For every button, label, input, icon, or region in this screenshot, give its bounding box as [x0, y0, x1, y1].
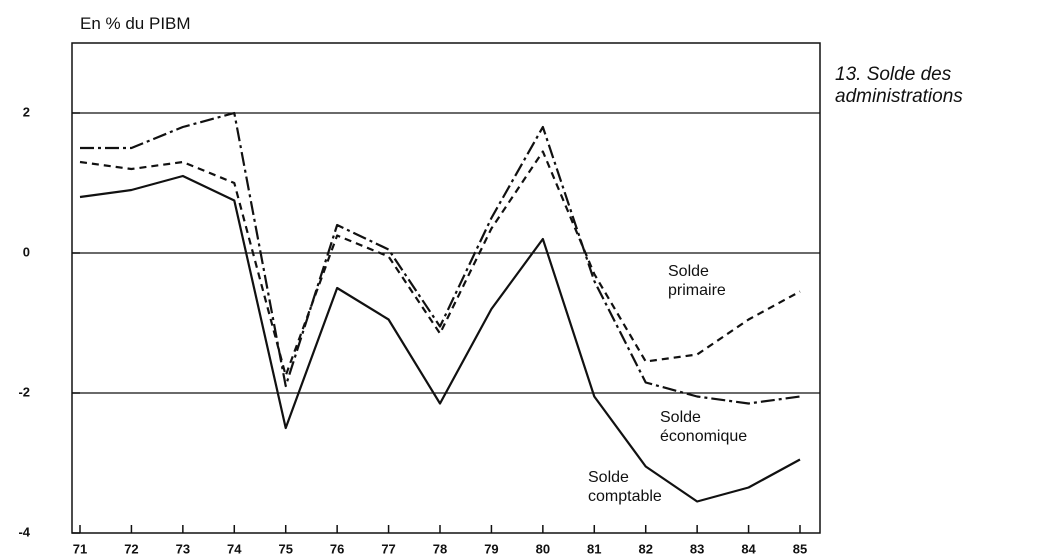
x-tick-label: 74 — [227, 541, 242, 556]
x-tick-label: 81 — [587, 541, 601, 556]
series-line — [79, 150, 801, 377]
x-tick-label: 85 — [793, 541, 807, 556]
x-tick-label: 79 — [484, 541, 498, 556]
y-tick-label: -2 — [18, 384, 30, 399]
x-tick-label: 82 — [638, 541, 652, 556]
series-label: Solde comptable — [588, 469, 662, 505]
y-tick-label: 2 — [23, 104, 30, 119]
plot-frame — [71, 42, 821, 534]
y-tick-label: 0 — [23, 244, 30, 259]
x-tick-label: 73 — [176, 541, 190, 556]
x-tick-label: 71 — [73, 541, 87, 556]
x-tick-label: 72 — [124, 541, 138, 556]
x-tick-label: 84 — [741, 541, 756, 556]
x-tick-label: 76 — [330, 541, 344, 556]
series-line — [80, 111, 801, 405]
x-tick-label: 78 — [433, 541, 447, 556]
series-label: Solde primaire — [668, 263, 726, 299]
y-axis-label: En % du PIBM — [80, 14, 191, 33]
x-tick-label: 80 — [536, 541, 550, 556]
x-tick-label: 83 — [690, 541, 704, 556]
x-tick-label: 77 — [381, 541, 395, 556]
chart-title: 13. Solde des administrations — [835, 64, 963, 107]
series-label: Solde économique — [660, 409, 748, 445]
y-tick-label: -4 — [18, 524, 30, 539]
series-line — [79, 174, 801, 503]
x-tick-label: 75 — [278, 541, 292, 556]
